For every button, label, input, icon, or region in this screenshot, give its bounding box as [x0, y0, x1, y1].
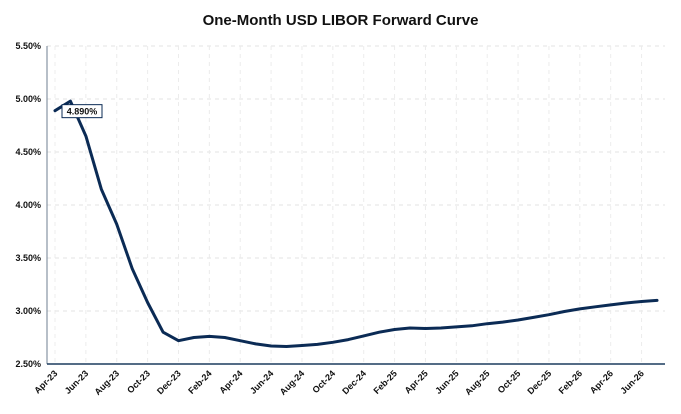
x-tick-label: Dec-25 [525, 368, 553, 396]
x-tick-label: Feb-25 [371, 368, 399, 396]
x-tick-label: Jun-25 [433, 368, 461, 396]
x-tick-label: Apr-23 [32, 368, 59, 395]
series-line [53, 99, 659, 348]
x-tick-label: Apr-25 [403, 368, 430, 395]
annotation-box [61, 104, 103, 119]
x-tick-label: Oct-23 [125, 368, 152, 395]
x-tick-label: Jun-23 [63, 368, 91, 396]
x-tick-label: Feb-24 [186, 368, 214, 396]
y-tick-label: 4.00% [15, 200, 41, 210]
x-tick-label: Aug-24 [278, 368, 307, 397]
x-tick-label: Dec-24 [340, 368, 368, 396]
x-tick-label: Oct-24 [310, 368, 337, 395]
chart-title: One-Month USD LIBOR Forward Curve [202, 12, 479, 29]
x-tick-label: Apr-24 [217, 368, 244, 395]
x-tick-label: Jun-24 [248, 368, 276, 396]
y-tick-label: 2.50% [15, 359, 41, 369]
annotation-label: 4.890% [67, 107, 98, 117]
y-tick-label: 4.50% [15, 147, 41, 157]
x-tick-label: Dec-23 [155, 368, 183, 396]
y-tick-label: 5.50% [15, 41, 41, 51]
y-tick-label: 3.00% [15, 306, 41, 316]
y-tick-label: 5.00% [15, 94, 41, 104]
x-tick-label: Oct-25 [496, 368, 523, 395]
x-tick-label: Feb-26 [557, 368, 585, 396]
x-tick-label: Apr-26 [588, 368, 615, 395]
x-tick-label: Aug-23 [93, 368, 122, 397]
x-tick-label: Jun-26 [618, 368, 646, 396]
x-tick-label: Aug-25 [463, 368, 492, 397]
y-tick-label: 3.50% [15, 253, 41, 263]
